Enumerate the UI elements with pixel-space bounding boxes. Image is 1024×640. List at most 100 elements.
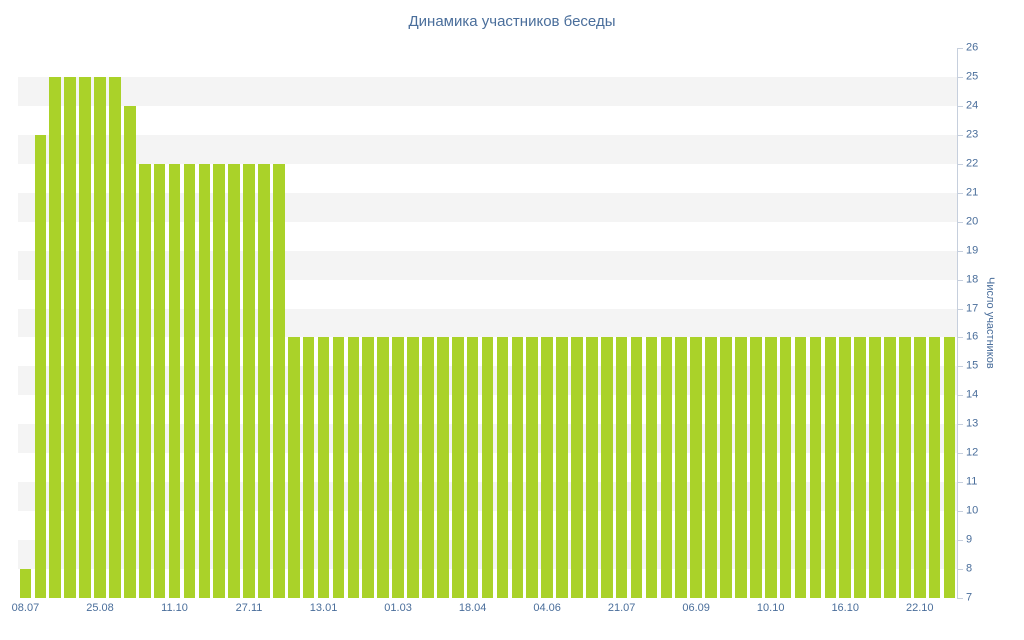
- x-tick-label: 27.11: [235, 602, 263, 614]
- y-axis-line: [957, 48, 958, 599]
- y-tick: [957, 308, 963, 310]
- chart-title: Динамика участников беседы: [408, 13, 616, 30]
- x-tick-label: 18.04: [458, 602, 487, 614]
- bar: [64, 76, 76, 598]
- y-tick: [957, 511, 963, 513]
- bar: [794, 337, 807, 598]
- y-tick: [957, 540, 963, 542]
- y-tick-label: 9: [966, 533, 973, 546]
- x-tick-label: 25.08: [86, 602, 114, 614]
- y-tick: [957, 76, 963, 78]
- y-tick-label: 20: [966, 215, 979, 228]
- bar: [198, 163, 211, 598]
- bar: [392, 337, 404, 598]
- y-tick: [957, 192, 963, 194]
- bar: [809, 337, 822, 598]
- bar: [735, 337, 747, 598]
- bar: [571, 337, 583, 598]
- bar: [511, 337, 524, 598]
- x-tick-label: 22.10: [905, 602, 934, 614]
- y-tick-label: 18: [966, 273, 979, 286]
- y-tick: [957, 279, 963, 281]
- bar: [481, 337, 494, 598]
- bar: [466, 337, 479, 598]
- bar: [228, 163, 240, 598]
- y-tick-label: 22: [966, 157, 979, 170]
- bars-container: [18, 48, 957, 598]
- y-tick-label: 25: [966, 70, 979, 83]
- bar: [123, 105, 136, 598]
- x-tick-label: 01.03: [384, 602, 412, 614]
- bar: [630, 337, 643, 598]
- bar: [690, 337, 702, 598]
- bar: [824, 337, 837, 598]
- bar: [869, 337, 881, 598]
- bar: [213, 163, 226, 598]
- y-axis-title: Число участников: [984, 277, 996, 369]
- y-tick-label: 17: [966, 302, 979, 315]
- y-tick: [957, 598, 963, 599]
- y-tick-label: 7: [966, 591, 973, 604]
- bar: [586, 337, 598, 598]
- y-tick: [957, 105, 963, 107]
- y-tick-label: 14: [966, 388, 979, 401]
- bar: [34, 134, 47, 598]
- y-tick: [957, 250, 963, 252]
- x-tick-label: 06.09: [682, 602, 710, 614]
- y-tick-label: 8: [966, 562, 973, 575]
- bar: [600, 337, 613, 598]
- bar: [749, 337, 762, 598]
- bar: [943, 337, 956, 598]
- y-tick: [957, 337, 963, 339]
- bar: [496, 337, 509, 598]
- bar: [287, 337, 300, 598]
- y-tick: [957, 163, 963, 165]
- bar: [556, 337, 568, 598]
- plot-area: [18, 48, 957, 598]
- bar: [660, 337, 673, 598]
- bar: [541, 337, 553, 598]
- y-tick: [957, 424, 963, 426]
- x-tick-label: 08.07: [11, 602, 40, 614]
- bar: [854, 337, 866, 598]
- bar: [109, 76, 121, 598]
- x-tick-label: 13.01: [309, 602, 338, 614]
- y-tick-label: 10: [966, 504, 979, 517]
- bar: [705, 337, 717, 598]
- bar: [168, 163, 181, 598]
- y-tick: [957, 48, 963, 49]
- bar: [243, 163, 255, 598]
- y-tick: [957, 482, 963, 484]
- bar: [347, 337, 360, 598]
- bar: [436, 337, 449, 598]
- y-tick-label: 12: [966, 446, 979, 459]
- bar: [273, 163, 285, 598]
- y-tick: [957, 395, 963, 397]
- bar: [94, 76, 106, 598]
- bar: [451, 337, 464, 598]
- x-tick-label: 11.10: [161, 602, 188, 614]
- y-tick-label: 16: [966, 330, 979, 343]
- bar: [317, 337, 330, 598]
- y-tick-label: 23: [966, 128, 979, 141]
- y-tick-label: 13: [966, 417, 979, 430]
- bar: [839, 337, 852, 598]
- bar: [258, 163, 270, 598]
- x-tick-label: 16.10: [831, 602, 859, 614]
- y-tick: [957, 134, 963, 136]
- x-tick-label: 21.07: [607, 602, 636, 614]
- bar: [913, 337, 926, 598]
- bar: [884, 337, 896, 598]
- bar: [615, 337, 628, 598]
- bar: [332, 337, 345, 598]
- bar: [928, 337, 941, 598]
- y-tick-label: 11: [966, 475, 978, 488]
- y-tick-label: 26: [966, 41, 979, 54]
- bar: [422, 337, 434, 598]
- bar: [764, 337, 777, 598]
- y-tick: [957, 221, 963, 223]
- bar: [362, 337, 375, 598]
- y-tick-label: 19: [966, 244, 979, 257]
- grid-band: [18, 76, 957, 106]
